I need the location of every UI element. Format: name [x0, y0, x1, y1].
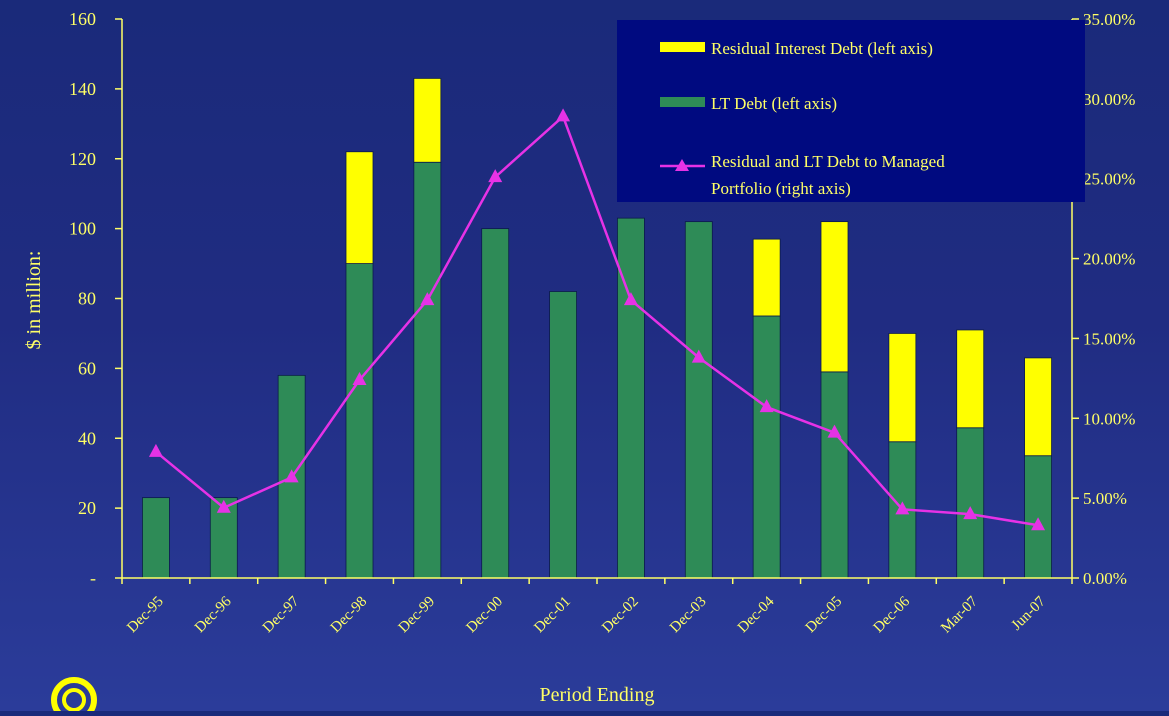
bar-residual-dec-05	[820, 221, 849, 373]
ratio-marker-dec-05	[827, 424, 842, 438]
ratio-marker-dec-00	[488, 169, 503, 183]
x-tick-label: Dec-95	[124, 594, 167, 637]
legend-swatch-residual	[660, 42, 705, 52]
y-tick-label-left: 60	[78, 358, 96, 378]
x-tick-label: Mar-07	[938, 593, 981, 636]
y-tick-label-left: 120	[69, 149, 96, 169]
bar-residual-dec-04	[752, 238, 781, 317]
y-axis-title: $ in million:	[23, 251, 45, 350]
ratio-marker-dec-06	[895, 501, 910, 515]
ratio-marker-dec-95	[148, 443, 163, 457]
bar-lt-debt-dec-04	[752, 315, 781, 579]
bar-residual-dec-99	[413, 77, 442, 163]
x-tick-label: Dec-03	[667, 594, 710, 637]
y-tick-label-left: 20	[78, 498, 96, 518]
y-tick-label-right: 25.00%	[1083, 170, 1135, 189]
ratio-marker-jun-07	[1031, 517, 1046, 531]
ratio-marker-dec-04	[759, 399, 774, 413]
x-tick-label: Dec-00	[464, 594, 507, 637]
ratio-marker-dec-01	[556, 108, 571, 122]
bar-lt-debt-mar-07	[956, 427, 985, 579]
bar-lt-debt-dec-95	[142, 497, 170, 579]
ratio-marker-dec-99	[420, 292, 435, 306]
legend-marker-ratio	[675, 159, 689, 171]
bar-residual-mar-07	[956, 329, 985, 429]
ratio-marker-dec-98	[352, 371, 367, 385]
bar-lt-debt-dec-00	[481, 228, 510, 579]
x-tick-label: Dec-05	[803, 594, 846, 637]
x-tick-label: Dec-01	[531, 594, 574, 637]
x-axis-title: Period Ending	[540, 684, 655, 706]
legend-label-ratio-line1: Residual and LT Debt to Managed	[711, 152, 945, 171]
company-logo	[51, 677, 97, 716]
ratio-line	[155, 114, 1039, 527]
x-tick-label: Dec-97	[260, 593, 303, 636]
bar-lt-debt-dec-03	[684, 221, 713, 579]
bar-residual-dec-06	[888, 333, 917, 443]
bar-residual-dec-98	[345, 151, 374, 264]
x-tick-label: Dec-04	[735, 593, 778, 636]
y-tick-label-right: 0.00%	[1083, 569, 1127, 588]
bar-lt-debt-dec-05	[820, 371, 849, 579]
bars-layer	[142, 77, 1052, 579]
line-layer	[148, 108, 1046, 531]
y-tick-label-left: 100	[69, 219, 96, 239]
legend-swatch-lt-debt	[660, 97, 705, 107]
y-tick-label-left: 40	[78, 428, 96, 448]
y-tick-label-left: -	[90, 568, 96, 588]
x-tick-label: Jun-07	[1009, 593, 1050, 634]
bar-lt-debt-dec-99	[413, 161, 442, 579]
legend-label-lt-debt: LT Debt (left axis)	[711, 94, 837, 113]
bar-residual-jun-07	[1024, 357, 1052, 457]
y-tick-label-right: 35.00%	[1083, 10, 1135, 29]
bar-lt-debt-jun-07	[1024, 455, 1052, 579]
ratio-marker-dec-03	[691, 349, 706, 363]
ratio-marker-dec-97	[284, 469, 299, 483]
legend-label-residual: Residual Interest Debt (left axis)	[711, 39, 933, 58]
x-tick-label: Dec-98	[328, 594, 371, 637]
y-tick-label-right: 15.00%	[1083, 329, 1135, 348]
y-tick-label-left: 140	[69, 79, 96, 99]
legend: Residual Interest Debt (left axis) LT De…	[617, 20, 1085, 202]
y-tick-label-right: 20.00%	[1083, 250, 1135, 269]
x-tick-label: Dec-06	[871, 593, 914, 636]
bar-lt-debt-dec-01	[549, 291, 577, 579]
ratio-marker-dec-02	[623, 292, 638, 306]
x-tick-label: Dec-02	[599, 594, 642, 637]
x-tick-label: Dec-99	[396, 594, 439, 637]
y-tick-label-right: 5.00%	[1083, 489, 1127, 508]
x-tick-label: Dec-96	[192, 593, 235, 636]
ratio-marker-dec-96	[216, 499, 231, 513]
ratio-marker-mar-07	[963, 506, 978, 520]
y-tick-label-right: 10.00%	[1083, 409, 1135, 428]
y-tick-label-left: 80	[78, 289, 96, 309]
legend-label-ratio-line2: Portfolio (right axis)	[711, 179, 851, 198]
y-tick-label-left: 160	[69, 9, 96, 29]
y-tick-label-right: 30.00%	[1083, 90, 1135, 109]
bar-lt-debt-dec-98	[345, 263, 374, 579]
